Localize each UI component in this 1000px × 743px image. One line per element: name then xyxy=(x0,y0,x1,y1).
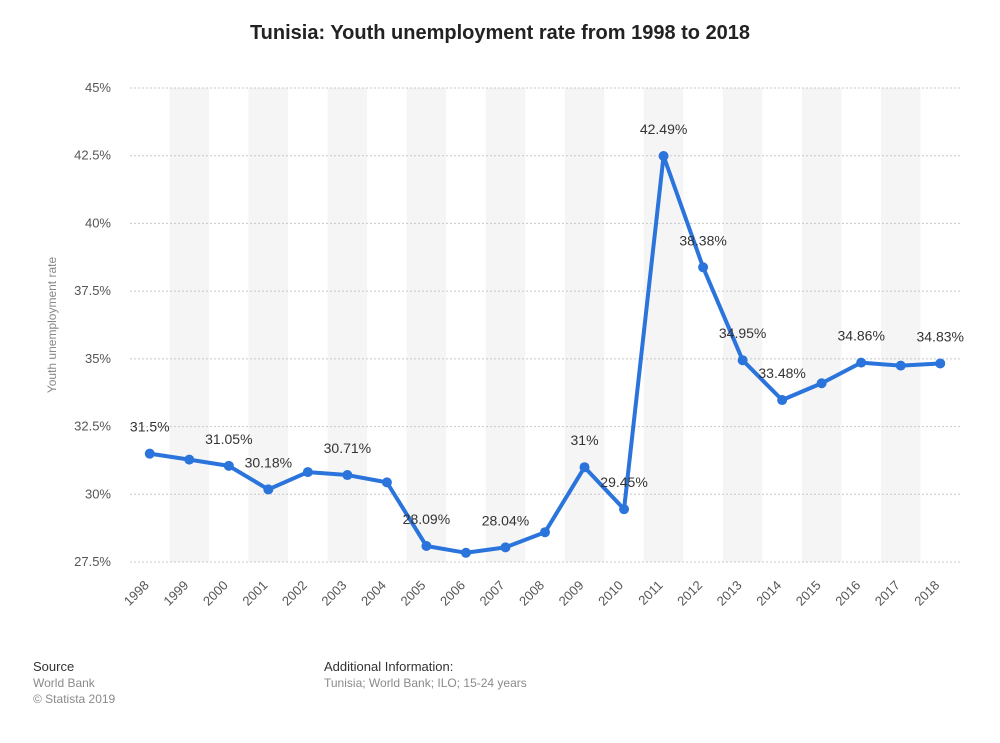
data-point xyxy=(144,448,155,459)
data-point xyxy=(777,395,788,406)
data-point xyxy=(540,527,550,538)
x-tick-label: 2018 xyxy=(911,578,942,609)
x-tick-label: 1999 xyxy=(160,578,191,609)
y-tick-label: 37.5% xyxy=(74,283,111,298)
x-tick-label: 2000 xyxy=(200,578,231,609)
data-point xyxy=(619,504,630,515)
background-band xyxy=(406,88,447,562)
x-tick-label: 2013 xyxy=(714,578,745,609)
data-label: 28.09% xyxy=(403,511,450,527)
data-point xyxy=(579,462,590,473)
data-point xyxy=(737,355,748,366)
x-tick-label: 2004 xyxy=(358,578,389,609)
data-point xyxy=(460,547,471,558)
data-point xyxy=(342,470,353,481)
chart-title: Tunisia: Youth unemployment rate from 19… xyxy=(249,22,751,44)
y-axis-label: Youth unemployment rate xyxy=(45,257,59,394)
y-tick-label: 27.5% xyxy=(74,554,111,569)
x-tick-label: 2015 xyxy=(793,578,824,609)
data-point xyxy=(302,467,313,478)
x-tick-label: 2012 xyxy=(674,578,705,609)
y-tick-label: 30% xyxy=(85,486,111,501)
y-tick-label: 35% xyxy=(85,351,111,366)
additional-info-heading: Additional Information: xyxy=(324,659,454,674)
source-line: World Bank xyxy=(33,676,95,690)
background-band xyxy=(485,88,526,562)
data-point xyxy=(381,477,392,488)
data-point xyxy=(856,357,867,368)
x-tick-label: 2016 xyxy=(832,578,863,609)
y-tick-label: 45% xyxy=(85,80,111,95)
copyright-line: © Statista 2019 xyxy=(33,692,116,706)
data-point xyxy=(698,262,709,273)
y-tick-label: 32.5% xyxy=(74,419,111,434)
data-point xyxy=(263,484,274,495)
data-label: 33.48% xyxy=(758,365,805,381)
background-band xyxy=(801,88,842,562)
data-point xyxy=(223,460,234,471)
x-tick-label: 2017 xyxy=(872,578,903,609)
x-tick-label: 2001 xyxy=(239,578,270,609)
y-tick-label: 42.5% xyxy=(74,148,111,163)
data-label: 34.95% xyxy=(719,325,766,341)
x-tick-label: 1998 xyxy=(121,578,152,609)
data-label: 31.05% xyxy=(205,431,252,447)
x-tick-label: 2014 xyxy=(753,578,784,609)
data-label: 34.86% xyxy=(837,328,884,344)
data-label: 31% xyxy=(571,432,599,448)
background-band xyxy=(327,88,368,562)
additional-info-text: Tunisia; World Bank; ILO; 15-24 years xyxy=(324,676,527,690)
background-band xyxy=(880,88,921,562)
data-label: 30.71% xyxy=(324,440,371,456)
data-point xyxy=(421,541,432,552)
source-heading: Source xyxy=(33,659,75,674)
x-tick-label: 2006 xyxy=(437,578,468,609)
x-tick-label: 2011 xyxy=(635,578,665,608)
x-tick-label: 2009 xyxy=(556,578,587,609)
y-tick-label: 40% xyxy=(85,215,111,230)
data-label: 34.83% xyxy=(916,328,963,344)
x-tick-label: 2005 xyxy=(397,578,428,609)
x-tick-label: 2002 xyxy=(279,578,310,609)
x-tick-label: 2007 xyxy=(477,578,508,609)
data-label: 31.5% xyxy=(130,419,170,435)
data-point xyxy=(935,358,946,369)
data-point xyxy=(816,378,827,389)
data-label: 29.45% xyxy=(600,474,647,490)
data-point xyxy=(184,454,195,465)
data-point xyxy=(658,150,669,161)
data-label: 42.49% xyxy=(640,121,687,137)
x-tick-label: 2008 xyxy=(516,578,547,609)
data-label: 28.04% xyxy=(482,512,529,528)
background-band xyxy=(169,88,210,562)
data-point xyxy=(895,360,906,371)
data-label: 30.18% xyxy=(245,454,292,470)
x-tick-label: 2003 xyxy=(318,578,349,609)
x-tick-label: 2010 xyxy=(595,578,626,609)
data-label: 38.38% xyxy=(679,232,726,248)
source-block: Source World Bank © Statista 2019 xyxy=(33,659,115,707)
additional-info-block: Additional Information: Tunisia; World B… xyxy=(324,659,527,691)
data-point xyxy=(500,542,511,553)
